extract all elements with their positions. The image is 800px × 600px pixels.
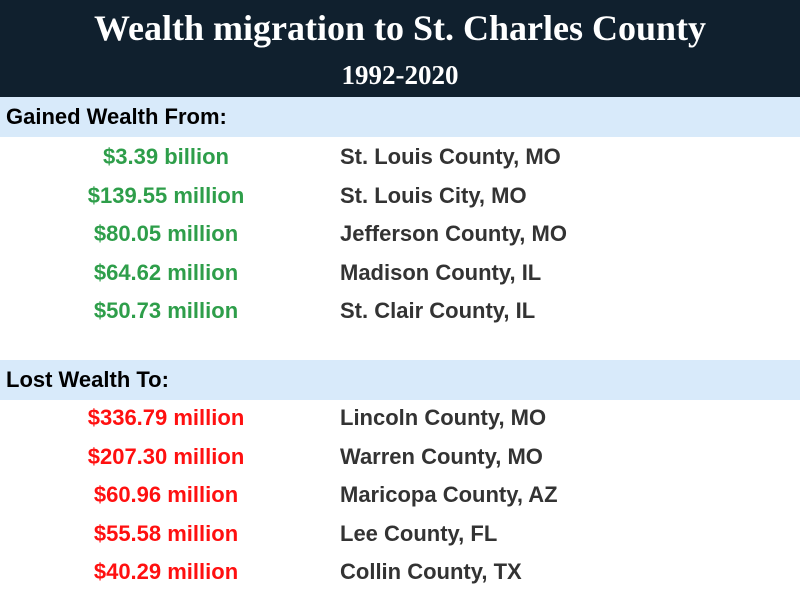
amount-value: $60.96 million bbox=[93, 482, 239, 507]
section-label: Gained Wealth From: bbox=[6, 104, 227, 129]
table-row: $3.39 billion St. Louis County, MO bbox=[0, 138, 800, 176]
table-row: $60.96 million Maricopa County, AZ bbox=[0, 476, 800, 514]
page-title: Wealth migration to St. Charles County bbox=[94, 8, 706, 48]
table-row: $40.29 million Collin County, TX bbox=[0, 553, 800, 591]
amount-value: $207.30 million bbox=[87, 443, 245, 469]
county-name: Maricopa County, AZ bbox=[340, 482, 558, 507]
header-banner: Wealth migration to St. Charles County 1… bbox=[0, 0, 800, 97]
date-range-subtitle: 1992-2020 bbox=[341, 60, 459, 90]
amount-value: $80.05 million bbox=[93, 221, 239, 246]
amount-value: $40.29 million bbox=[93, 559, 239, 584]
table-row: $64.62 million Madison County, IL bbox=[0, 254, 800, 292]
county-name: Lee County, FL bbox=[340, 520, 498, 546]
table-row: $50.73 million St. Clair County, IL bbox=[0, 292, 800, 330]
county-name: Madison County, IL bbox=[340, 259, 542, 285]
amount-value: $55.58 million bbox=[93, 520, 239, 546]
amount-value: $50.73 million bbox=[93, 298, 239, 323]
table-row: $80.05 million Jefferson County, MO bbox=[0, 215, 800, 253]
county-name: Jefferson County, MO bbox=[340, 221, 567, 246]
amount-value: $139.55 million bbox=[87, 182, 245, 208]
county-name: St. Louis City, MO bbox=[340, 182, 527, 208]
table-row: $139.55 million St. Louis City, MO bbox=[0, 177, 800, 215]
county-name: Lincoln County, MO bbox=[340, 405, 547, 430]
amount-value: $64.62 million bbox=[93, 259, 239, 285]
county-name: Collin County, TX bbox=[340, 559, 522, 584]
lost-section-header: Lost Wealth To: bbox=[0, 360, 800, 400]
table-row: $55.58 million Lee County, FL bbox=[0, 515, 800, 553]
amount-value: $336.79 million bbox=[87, 405, 245, 430]
table-row: $207.30 million Warren County, MO bbox=[0, 438, 800, 476]
amount-value: $3.39 billion bbox=[103, 144, 229, 169]
county-name: St. Louis County, MO bbox=[340, 144, 561, 169]
table-row: $336.79 million Lincoln County, MO bbox=[0, 399, 800, 437]
section-label: Lost Wealth To: bbox=[6, 367, 169, 392]
county-name: St. Clair County, IL bbox=[340, 298, 536, 323]
gained-section-header: Gained Wealth From: bbox=[0, 97, 800, 137]
county-name: Warren County, MO bbox=[340, 443, 543, 469]
